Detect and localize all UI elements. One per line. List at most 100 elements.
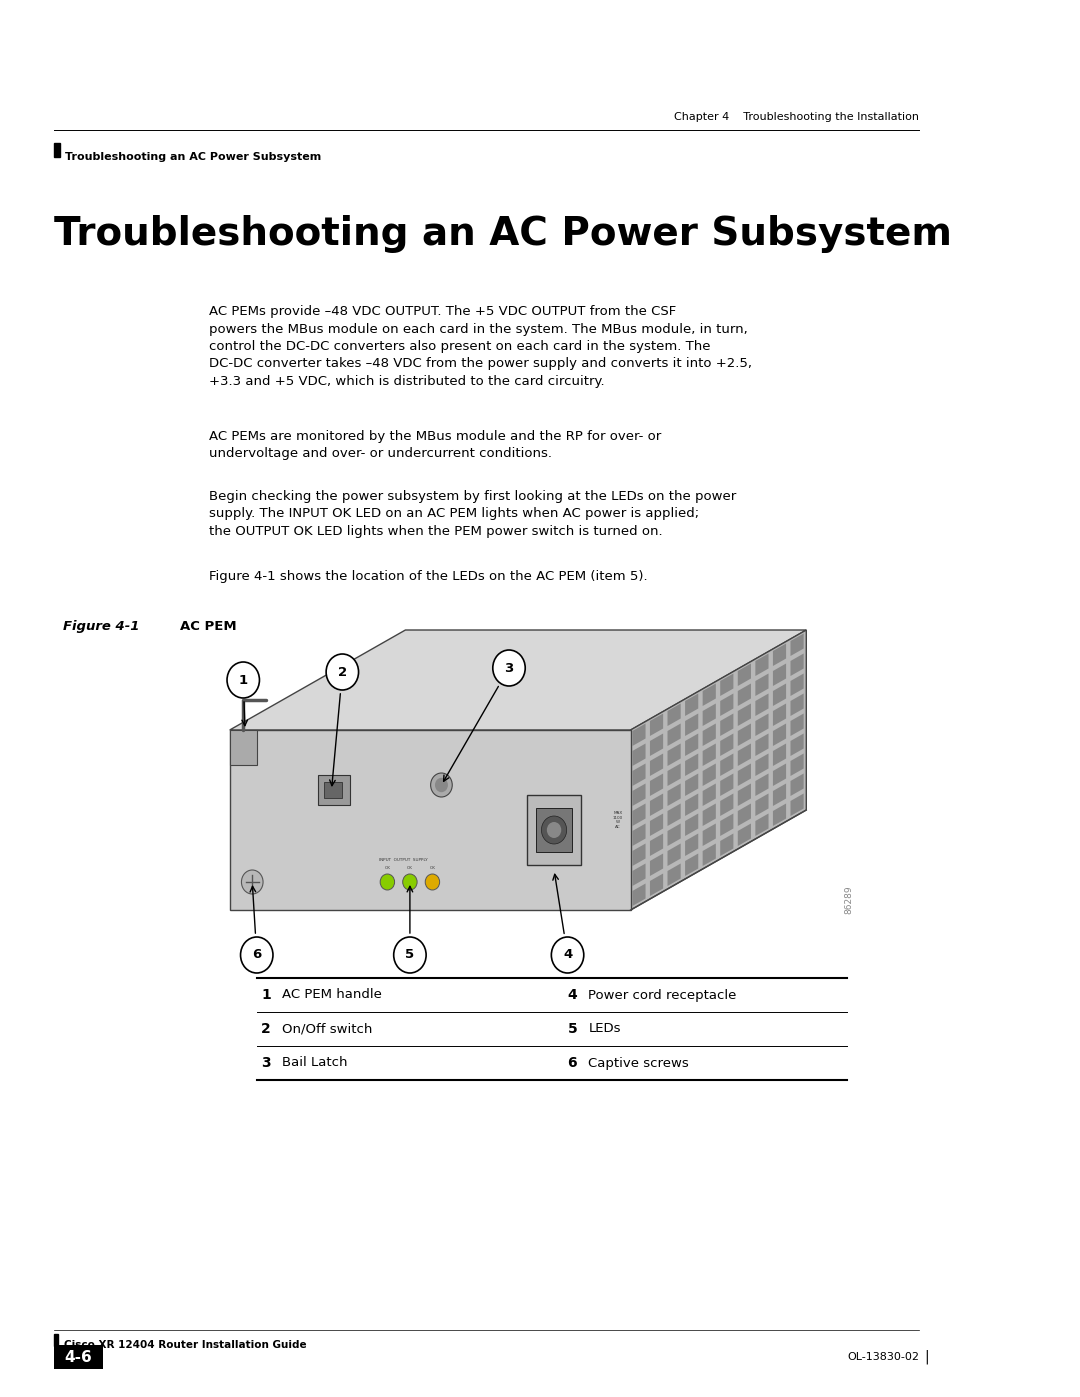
Polygon shape [667,823,680,847]
Circle shape [435,778,448,792]
Polygon shape [667,724,680,746]
Polygon shape [791,693,804,717]
Circle shape [227,662,259,698]
Circle shape [552,937,584,972]
Polygon shape [791,633,804,657]
Circle shape [394,937,427,972]
Polygon shape [720,813,733,835]
Polygon shape [685,693,699,717]
Polygon shape [720,834,733,856]
Bar [324,782,342,798]
Polygon shape [738,704,751,726]
Polygon shape [738,743,751,766]
Text: OK: OK [384,866,390,870]
Polygon shape [685,714,699,736]
Circle shape [403,875,417,890]
Polygon shape [633,863,646,886]
Polygon shape [720,733,733,756]
Polygon shape [738,724,751,746]
Text: OK: OK [430,866,435,870]
Polygon shape [791,774,804,796]
Polygon shape [703,784,716,806]
Text: Figure 4-1: Figure 4-1 [63,620,139,633]
Polygon shape [633,743,646,766]
Polygon shape [650,813,663,835]
Circle shape [380,875,394,890]
Polygon shape [791,714,804,736]
Polygon shape [703,683,716,705]
Polygon shape [650,793,663,816]
Polygon shape [703,724,716,746]
Text: Figure 4-1 shows the location of the LEDs on the AC PEM (item 5).: Figure 4-1 shows the location of the LED… [210,570,648,583]
Text: LEDs: LEDs [589,1023,621,1035]
Text: 6: 6 [568,1056,577,1070]
Circle shape [546,821,562,838]
Bar [54,142,59,156]
Polygon shape [650,834,663,856]
Text: 2: 2 [338,665,347,679]
Circle shape [241,937,273,972]
Text: 5: 5 [405,949,415,961]
Polygon shape [791,753,804,775]
Polygon shape [738,764,751,787]
Polygon shape [667,704,680,726]
Polygon shape [755,753,769,775]
Text: OL-13830-02: OL-13830-02 [848,1352,919,1362]
Polygon shape [720,714,733,736]
Text: Bail Latch: Bail Latch [282,1056,348,1070]
Circle shape [541,816,567,844]
Polygon shape [650,733,663,756]
Polygon shape [230,731,257,766]
Polygon shape [633,764,646,787]
Text: 1: 1 [239,673,247,686]
Text: INPUT  OUTPUT  SUPPLY: INPUT OUTPUT SUPPLY [379,858,428,862]
Polygon shape [791,654,804,676]
Polygon shape [633,844,646,866]
Bar [318,775,350,805]
Polygon shape [650,753,663,775]
Text: 86289: 86289 [845,886,853,914]
Polygon shape [773,683,786,705]
Polygon shape [755,673,769,696]
Polygon shape [755,733,769,756]
Text: On/Off switch: On/Off switch [282,1023,373,1035]
Polygon shape [738,803,751,826]
Polygon shape [703,823,716,847]
Text: AC PEM: AC PEM [179,620,237,633]
Text: AC PEMs provide –48 VDC OUTPUT. The +5 VDC OUTPUT from the CSF
powers the MBus m: AC PEMs provide –48 VDC OUTPUT. The +5 V… [210,305,752,388]
Text: AC PEM handle: AC PEM handle [282,989,382,1002]
Polygon shape [667,803,680,826]
Polygon shape [631,630,807,909]
Bar [54,1345,103,1369]
Polygon shape [755,714,769,736]
Polygon shape [720,693,733,717]
Polygon shape [667,784,680,806]
Polygon shape [791,793,804,816]
Polygon shape [755,693,769,717]
Polygon shape [703,803,716,826]
Polygon shape [230,630,807,731]
Polygon shape [667,743,680,766]
Polygon shape [667,764,680,787]
Text: 1: 1 [261,988,271,1002]
Text: 4: 4 [563,949,572,961]
Polygon shape [633,883,646,907]
Circle shape [431,773,453,798]
Text: MAX
1100
W
AC: MAX 1100 W AC [612,812,623,828]
Polygon shape [791,733,804,756]
Polygon shape [773,704,786,726]
Polygon shape [667,844,680,866]
Text: Begin checking the power subsystem by first looking at the LEDs on the power
sup: Begin checking the power subsystem by fi… [210,490,737,538]
Bar [536,807,572,852]
Polygon shape [703,844,716,866]
Polygon shape [633,784,646,806]
Circle shape [426,875,440,890]
Polygon shape [720,673,733,696]
Text: 4: 4 [568,988,578,1002]
Text: 3: 3 [504,662,514,675]
Bar [527,795,581,865]
Circle shape [492,650,525,686]
Polygon shape [685,793,699,816]
Polygon shape [703,764,716,787]
Polygon shape [633,724,646,746]
